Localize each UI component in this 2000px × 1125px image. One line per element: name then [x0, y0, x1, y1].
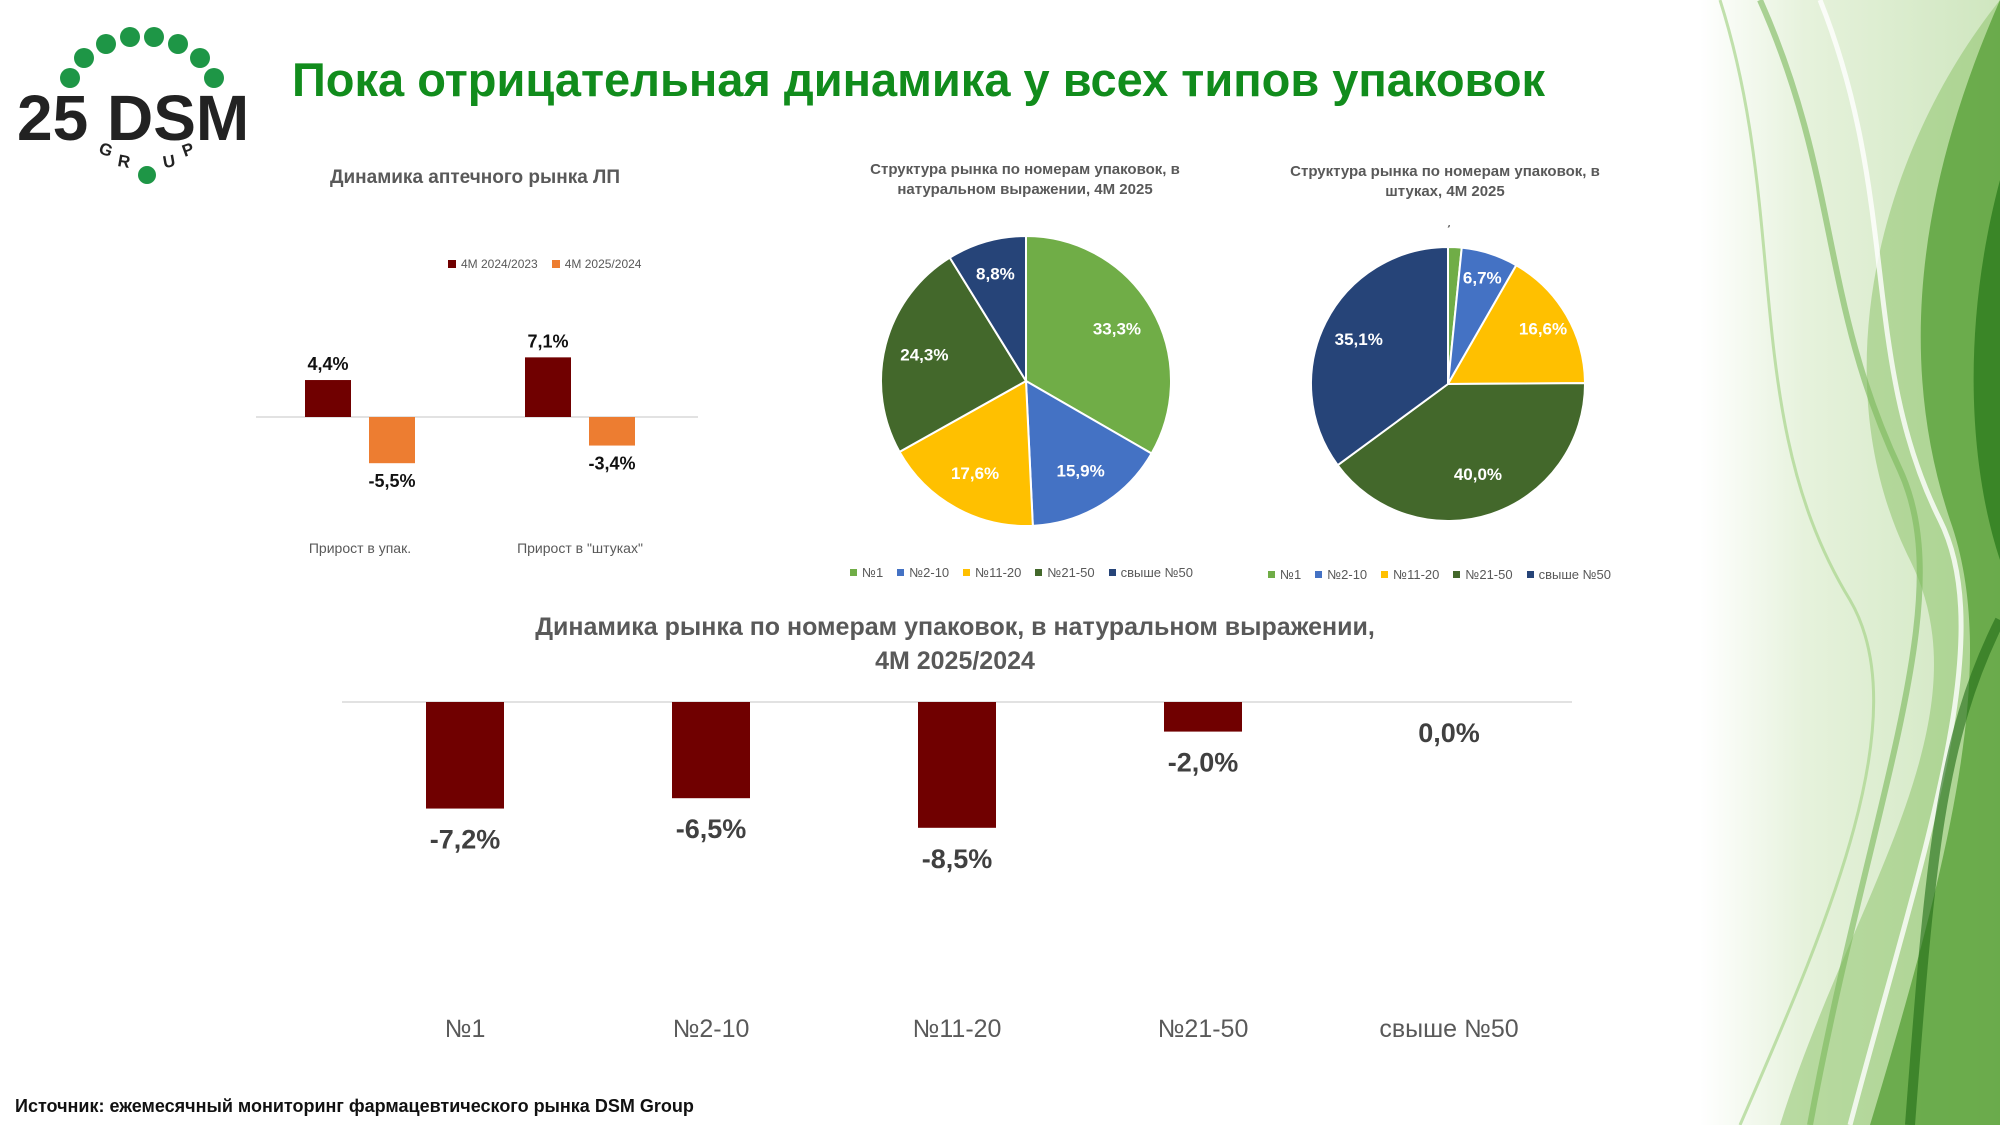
pie-slice: [948, 234, 1027, 385]
chart4-category-label: №1: [445, 1015, 486, 1043]
chart4-data-label: 0,0%: [1418, 718, 1480, 748]
chart1-legend: 4M 2024/2023 4M 2025/2024: [448, 257, 655, 271]
legend-swatch: [1526, 571, 1534, 578]
chart1-category-label: Прирост в "штуках": [517, 540, 643, 556]
chart4-category-label: №21-50: [1158, 1015, 1249, 1043]
logo-letter: R: [116, 151, 131, 172]
pie-data-label: 40,0%: [1454, 465, 1502, 484]
legend-label: №2-10: [1327, 567, 1368, 582]
logo-letter: G: [96, 139, 115, 161]
legend-item: №2-10: [1315, 567, 1367, 582]
source-note: Источник: ежемесячный мониторинг фармаце…: [15, 1096, 694, 1116]
legend-label: №11-20: [975, 565, 1022, 580]
chart4-title: Динамика рынка по номерам упаковок, в на…: [535, 613, 1375, 675]
legend-swatch: [897, 569, 905, 576]
legend-swatch: [1381, 571, 1389, 578]
pie-data-label: 1,6%: [1437, 225, 1476, 229]
pie-data-label: 17,6%: [951, 464, 999, 483]
chart2-title: Структура рынка по номерам упаковок, в н…: [870, 161, 1180, 199]
legend-item: свыше №50: [1108, 565, 1194, 580]
chart4-category-label: №11-20: [913, 1015, 1002, 1043]
legend-swatch: [1035, 569, 1043, 576]
chart1-bar: [305, 380, 351, 417]
legend-item: №1: [1268, 567, 1301, 582]
legend-swatch: [1453, 571, 1461, 578]
legend-item: №11-20: [1381, 567, 1439, 582]
chart4-bar: [426, 702, 504, 809]
chart1-data-label: -5,5%: [368, 471, 415, 491]
legend-swatch: [1108, 569, 1116, 576]
pie-slice: [1446, 263, 1587, 386]
legend-label: №11-20: [1393, 567, 1440, 582]
legend-item: №21-50: [1035, 565, 1095, 580]
chart1-title: Динамика аптечного рынка ЛП: [329, 167, 621, 188]
legend-item: свыше №50: [1526, 567, 1612, 582]
chart1-bar: [369, 417, 415, 464]
pie-data-label: 24,3%: [900, 346, 948, 365]
logo-letter: U: [161, 151, 176, 172]
pie-slice: [1024, 379, 1153, 527]
legend-item: №21-50: [1453, 567, 1513, 582]
legend-swatch: [850, 569, 857, 576]
dsm-group-logo: 25 DSM GR UP: [17, 27, 249, 184]
pie-slice: [1336, 382, 1586, 522]
chart1-category-label: Прирост в упак.: [309, 540, 411, 556]
chart4-bar: [918, 702, 996, 828]
svg-text:25: 25: [17, 82, 88, 154]
chart4-category-label: свыше №50: [1379, 1015, 1518, 1043]
chart4-bar: [1164, 702, 1242, 732]
chart4-data-label: -8,5%: [922, 844, 993, 874]
chart1-data-label: 7,1%: [527, 331, 568, 351]
pie-slice: [1310, 245, 1449, 467]
legend-label: №21-50: [1047, 565, 1095, 580]
pie-data-label: 8,8%: [976, 264, 1015, 283]
chart4-data-label: -2,0%: [1168, 748, 1239, 778]
pie-slice: [1025, 234, 1172, 455]
page-title: Пока отрицательная динамика у всех типов…: [292, 53, 1546, 106]
pie-data-label: 16,6%: [1519, 320, 1567, 339]
chart2-legend: №1 №2-10 №11-20 №21-50 свыше №50: [850, 565, 1207, 580]
chart3-title: Структура рынка по номерам упаковок, в ш…: [1290, 163, 1600, 201]
pie-data-label: 33,3%: [1093, 320, 1141, 339]
chart4-data-label: -7,2%: [430, 825, 501, 855]
legend-label: свыше №50: [1538, 567, 1612, 582]
legend-item: №11-20: [963, 565, 1021, 580]
legend-item-series-b: 4M 2025/2024: [551, 257, 641, 271]
chart1-data-label: 4,4%: [307, 354, 348, 374]
decorative-green-swoosh: [1700, 0, 2000, 1125]
legend-swatch: [1268, 571, 1275, 578]
legend-item-series-a: 4M 2024/2023: [448, 257, 538, 271]
chart3-pie: 1,6% 6,7% 16,6% 40,0% 35,1%: [1310, 225, 1587, 522]
legend-label: №1: [1280, 567, 1302, 582]
legend-swatch: [1315, 571, 1323, 578]
chart1-data-label: -3,4%: [588, 454, 635, 474]
legend-label: №1: [862, 565, 884, 580]
chart1-bar: [589, 417, 635, 446]
pie-data-label: 6,7%: [1463, 268, 1502, 287]
legend-item: №1: [850, 565, 883, 580]
legend-label: №21-50: [1465, 567, 1513, 582]
chart1-bar: [525, 357, 571, 417]
svg-text:DSM: DSM: [107, 82, 249, 154]
chart1-plot: 4,4% 7,1% -5,5% -3,4% Прирост в упак. Прирост…: [256, 331, 698, 556]
legend-label: свыше №50: [1120, 565, 1194, 580]
pie-slice: [898, 379, 1034, 527]
legend-item: №2-10: [897, 565, 949, 580]
pie-data-label: 15,9%: [1057, 462, 1105, 481]
chart4-bar: [672, 702, 750, 799]
chart4-plot: -7,2% №1 -6,5% №2-10 -8,5% №11-20 -2,0% №21-50 0…: [342, 701, 1572, 1043]
legend-swatch: [963, 569, 971, 576]
chart2-pie: 33,3% 15,9% 17,6% 24,3% 8,8%: [880, 234, 1172, 527]
chart3-legend: №1 №2-10 №11-20 №21-50 свыше №50: [1268, 567, 1625, 582]
pie-data-label: 35,1%: [1335, 330, 1383, 349]
legend-label: №2-10: [909, 565, 950, 580]
chart4-category-label: №2-10: [673, 1015, 750, 1043]
chart4-data-label: -6,5%: [676, 814, 747, 844]
pie-slice: [880, 256, 1028, 454]
